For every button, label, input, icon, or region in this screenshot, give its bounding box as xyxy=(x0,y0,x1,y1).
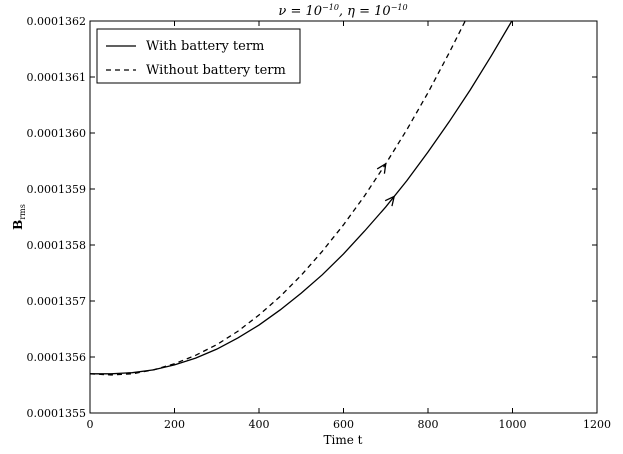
x-tick-label: 600 xyxy=(333,418,354,431)
series-layer xyxy=(90,21,513,376)
x-axis: 0 200 400 600 800 1000 1200 xyxy=(87,21,611,431)
y-axis-label: Brms xyxy=(11,204,27,230)
legend-label-with-battery: With battery term xyxy=(146,39,264,54)
direction-arrow-1 xyxy=(376,162,387,174)
x-tick-label: 1000 xyxy=(499,418,527,431)
y-tick-label: 0.0001356 xyxy=(27,351,87,364)
direction-arrow-0 xyxy=(384,195,396,207)
chart-title: ν = 10−10, η = 10−10 xyxy=(278,3,407,19)
y-tick-label: 0.0001355 xyxy=(27,407,87,420)
x-axis-label: Time t xyxy=(324,433,363,447)
y-tick-label: 0.0001361 xyxy=(27,71,87,84)
x-tick-label: 800 xyxy=(418,418,439,431)
x-tick-label: 400 xyxy=(249,418,270,431)
y-tick-label: 0.0001362 xyxy=(27,15,87,28)
arrow-layer xyxy=(376,162,396,207)
legend-box xyxy=(96,28,301,84)
y-tick-label: 0.0001357 xyxy=(27,295,87,308)
y-tick-label: 0.0001359 xyxy=(27,183,87,196)
legend-label-without-battery: Without battery term xyxy=(146,63,286,78)
y-axis: 0.0001355 0.0001356 0.0001357 0.0001358 0.00… xyxy=(27,15,597,420)
y-tick-label: 0.0001358 xyxy=(27,239,87,252)
y-tick-label: 0.0001360 xyxy=(27,127,87,140)
legend: With battery term Without battery term xyxy=(96,28,301,84)
x-tick-label: 200 xyxy=(164,418,185,431)
series-line-without-battery xyxy=(90,21,492,376)
x-tick-label: 0 xyxy=(87,418,94,431)
x-tick-label: 1200 xyxy=(583,418,611,431)
